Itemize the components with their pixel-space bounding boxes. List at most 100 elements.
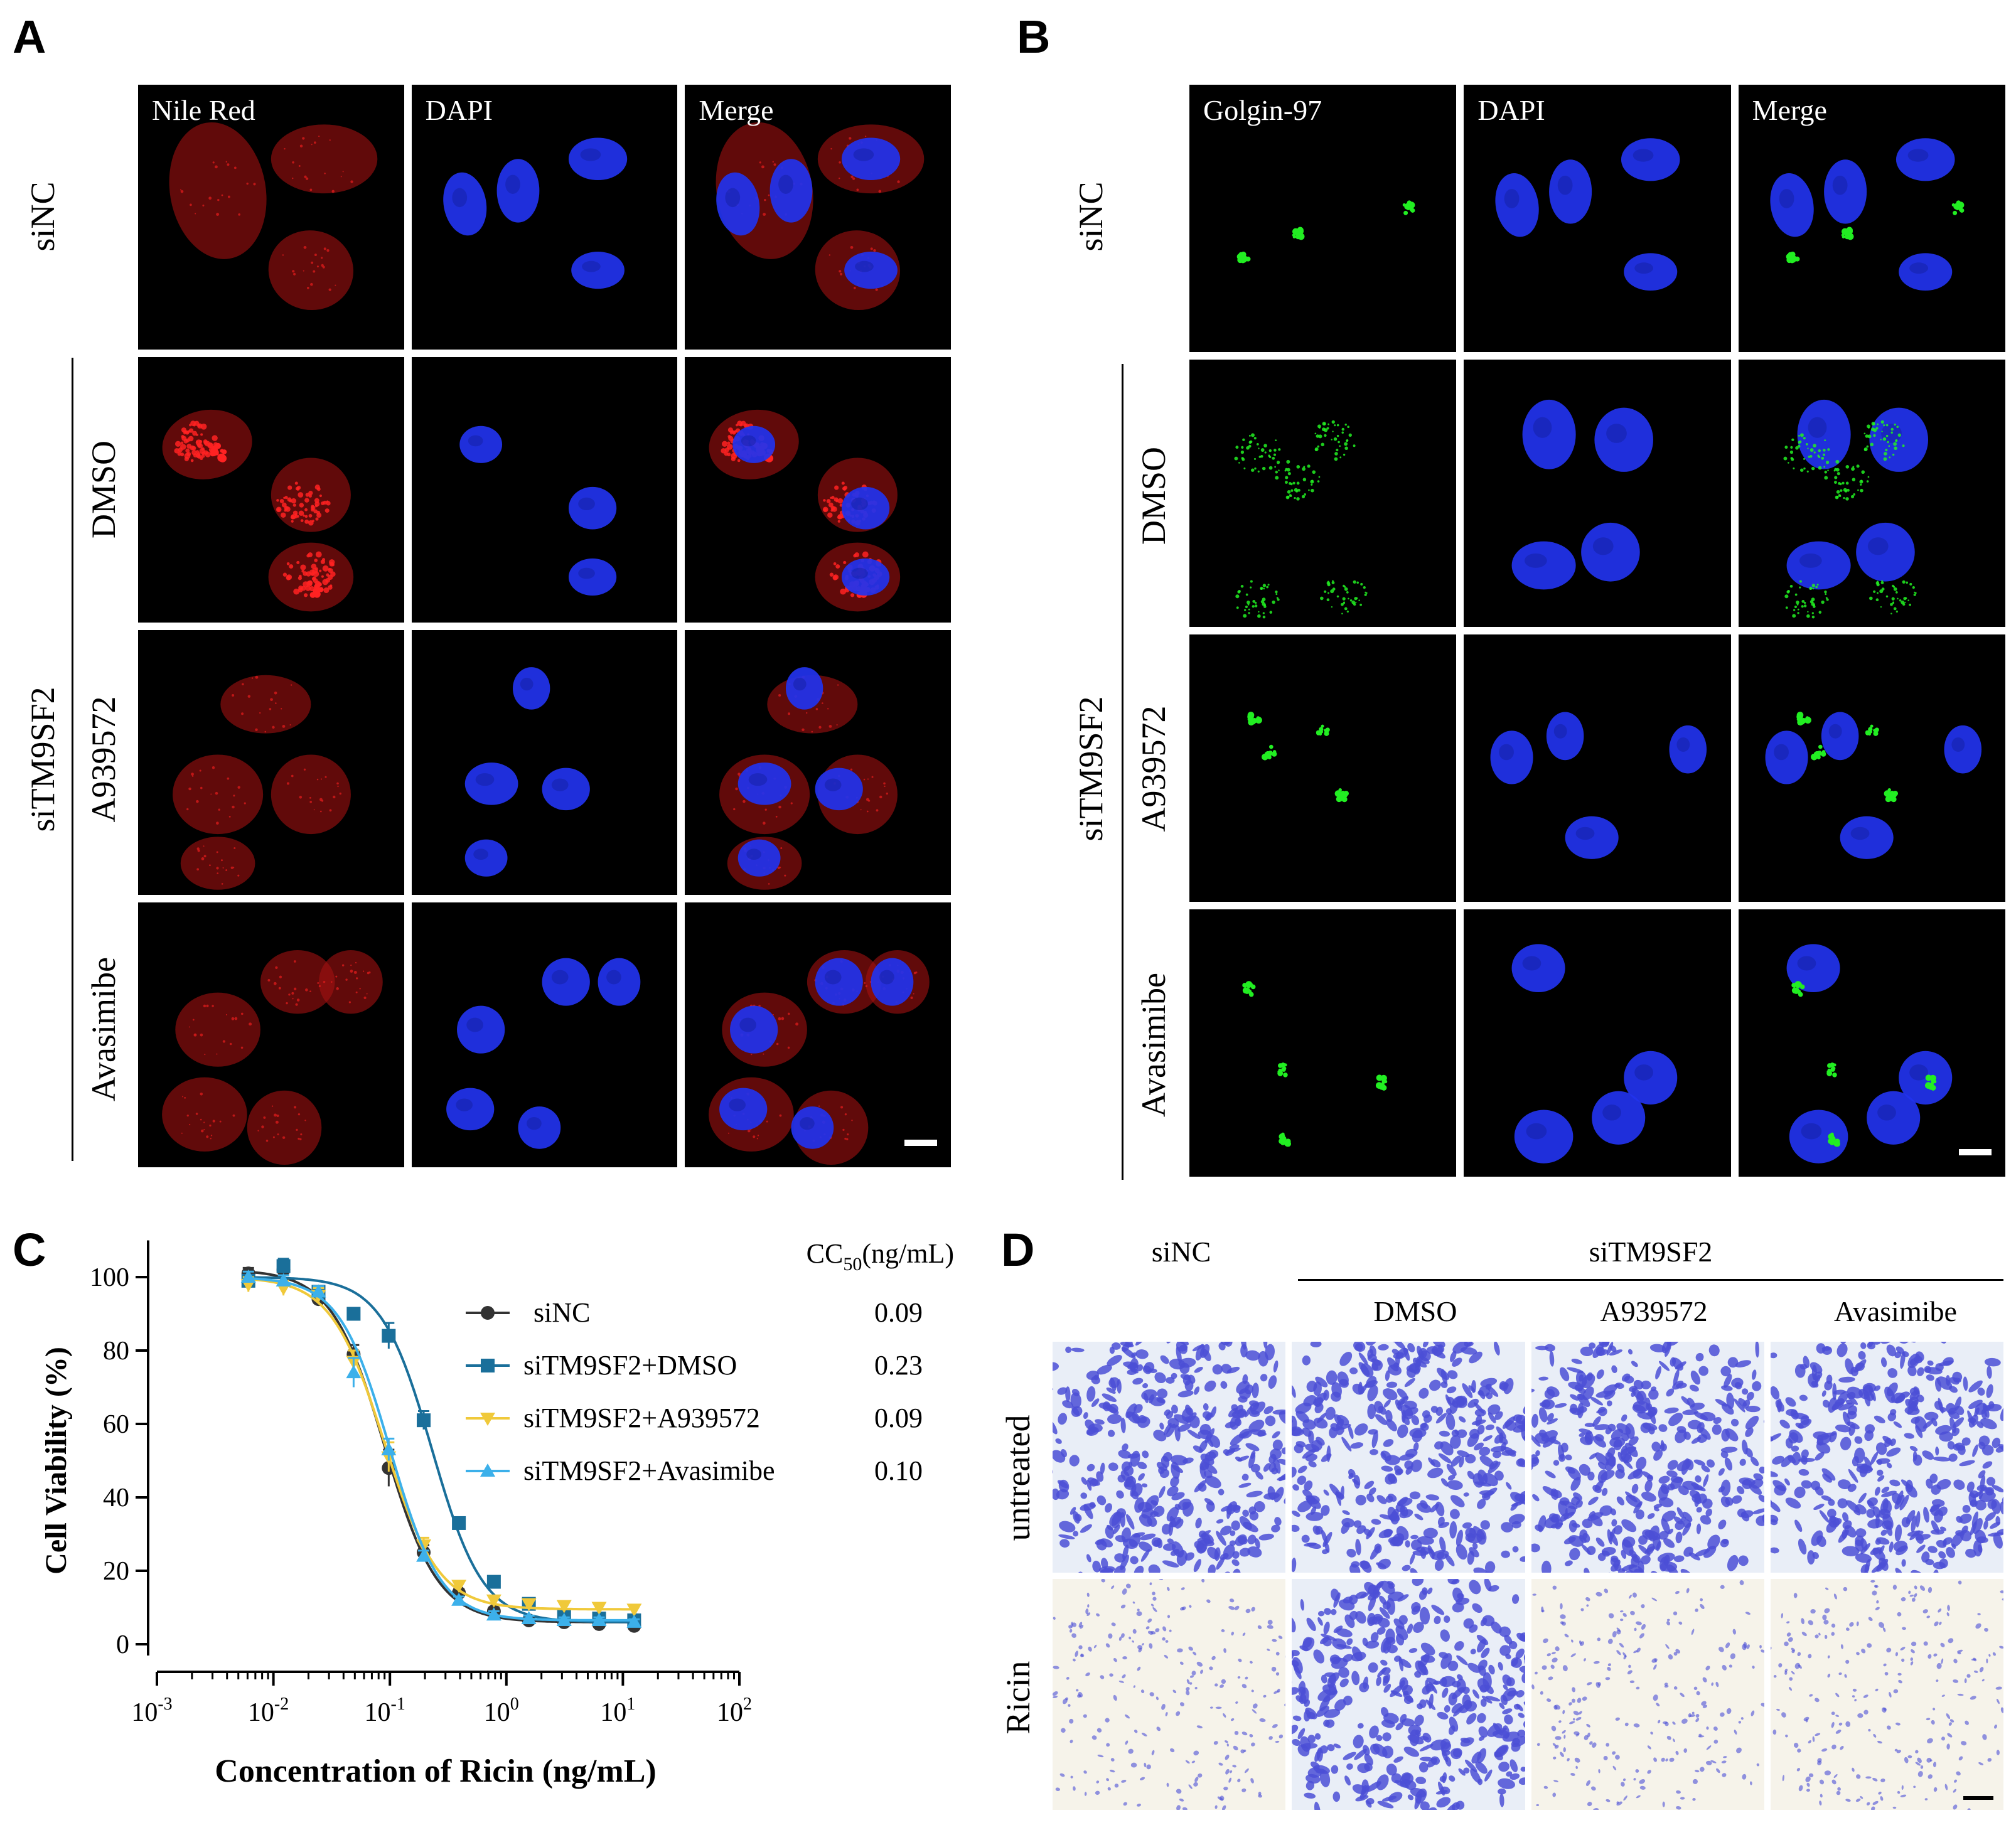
data-point: [452, 1516, 466, 1530]
panel-b-row-label-dmso: DMSO: [1135, 446, 1172, 545]
legend-title: CC50(ng/mL): [807, 1238, 954, 1275]
channel-label-b-0: Golgin-97: [1203, 94, 1322, 126]
micrograph-a-dmso-merge: [685, 357, 951, 623]
crystal-violet-untreated-dmso: [1292, 1342, 1525, 1573]
crystal-violet-untreated-sinc: [1053, 1342, 1286, 1573]
panel-a-group-bracket: [72, 358, 73, 1161]
data-point: [240, 1270, 256, 1283]
panel-d-col-avasimibe: Avasimibe: [1834, 1295, 1957, 1327]
viability-chart: 0 20 40 60 80 100 10-3 10-2 10-1 100 101 102 Cell Vi…: [40, 1238, 954, 1789]
x-tick-label: 101: [600, 1694, 635, 1727]
micrograph-a-avasimibe-dapi: [411, 902, 678, 1167]
legend-cc50-value: 0.10: [874, 1455, 923, 1486]
panel-b-group-bracket: [1122, 364, 1123, 1180]
y-tick-label: 100: [90, 1263, 129, 1292]
channel-label-b-1: DAPI: [1477, 94, 1545, 126]
micrograph-b-avasimibe-dapi: [1464, 909, 1731, 1177]
panel-letter-c: C: [13, 1224, 46, 1276]
data-point: [486, 1607, 501, 1621]
micrograph-b-dmso-merge: [1738, 360, 2005, 627]
panel-b-row-label-sinc: siNC: [1072, 181, 1110, 252]
crystal-violet-untreated-avasimibe: [1770, 1342, 2003, 1573]
micrograph-b-dmso-golgin-97: [1189, 360, 1457, 627]
crystal-violet-untreated-a939572: [1531, 1342, 1764, 1573]
legend-entry: siTM9SF2+A939572: [523, 1403, 760, 1433]
panel-a-row-label-a939572: A939572: [85, 696, 122, 823]
data-point: [591, 1612, 607, 1626]
x-tick-label: 100: [484, 1694, 519, 1727]
micrograph-b-a939572-dapi: [1464, 634, 1731, 902]
micrograph-a-avasimibe-nile-red: [138, 902, 404, 1167]
fit-curve-3: [247, 1277, 635, 1622]
panel-a-group-label: siTM9SF2: [24, 687, 62, 832]
x-tick-label: 102: [717, 1694, 752, 1727]
y-tick-label: 80: [103, 1337, 129, 1366]
micrograph-a-dmso-nile-red: [138, 357, 404, 623]
data-point: [451, 1580, 467, 1593]
legend-cc50-value: 0.09: [874, 1297, 923, 1328]
panel-d-col-a939572: A939572: [1600, 1295, 1708, 1327]
y-tick-label: 60: [103, 1410, 129, 1439]
panel-b-scale-bar: [1959, 1149, 1992, 1155]
fit-curve-1: [247, 1276, 635, 1624]
panel-b-image-grid: Golgin-97 DAPI Merge: [1189, 85, 2005, 1177]
data-point: [521, 1598, 537, 1612]
panel-b-row-label-avasimibe: Avasimibe: [1135, 973, 1172, 1117]
micrograph-b-sinc-merge: Merge: [1738, 85, 2005, 352]
x-tick-label: 10-2: [248, 1694, 289, 1727]
channel-label-a-1: DAPI: [425, 94, 493, 126]
micrograph-a-sinc-nile-red: Nile Red: [138, 85, 404, 350]
micrograph-b-a939572-merge: [1738, 634, 2005, 902]
y-tick-label: 40: [103, 1484, 129, 1512]
channel-label-a-2: Merge: [699, 94, 774, 126]
micrograph-b-avasimibe-merge: [1738, 909, 2005, 1177]
legend-marker: [481, 1306, 495, 1320]
panel-d-group-label: siTM9SF2: [1589, 1236, 1713, 1268]
crystal-violet-ricin-avasimibe: [1770, 1579, 2003, 1810]
data-point: [311, 1284, 326, 1298]
micrograph-b-dmso-dapi: [1464, 360, 1731, 627]
micrograph-b-a939572-golgin-97: [1189, 634, 1457, 902]
legend-entry: siTM9SF2+DMSO: [523, 1350, 737, 1381]
micrograph-a-sinc-merge: Merge: [685, 85, 951, 350]
data-point: [591, 1602, 607, 1615]
data-point: [626, 1603, 642, 1617]
data-point: [381, 1442, 397, 1455]
fit-curve-2: [247, 1278, 635, 1611]
panel-d-row-untreated: untreated: [999, 1415, 1037, 1541]
panel-d-image-grid: [1053, 1342, 2003, 1810]
legend-cc50-value: 0.09: [874, 1403, 923, 1433]
panel-b-group-label: siTM9SF2: [1072, 696, 1110, 842]
data-point: [382, 1329, 396, 1343]
micrograph-a-a939572-nile-red: [138, 629, 404, 895]
data-point: [416, 1548, 432, 1562]
data-point: [346, 1365, 362, 1379]
data-point: [521, 1611, 537, 1625]
micrograph-a-a939572-dapi: [411, 629, 678, 895]
data-point: [486, 1575, 501, 1589]
data-point: [276, 1259, 291, 1273]
legend-cc50-value: 0.23: [874, 1350, 923, 1381]
data-point: [276, 1273, 291, 1287]
micrograph-a-avasimibe-merge: [685, 902, 951, 1167]
panel-d-group-line: [1298, 1279, 2003, 1281]
legend-entry: siTM9SF2+Avasimibe: [523, 1455, 775, 1486]
legend-entry: siNC: [533, 1297, 590, 1328]
data-point: [417, 1413, 431, 1428]
panel-d-row-ricin: Ricin: [999, 1661, 1037, 1735]
panel-a-row-label-dmso: DMSO: [85, 440, 122, 539]
data-point: [556, 1612, 572, 1626]
chart-legend: CC50(ng/mL) siNC 0.09 siTM9SF2+DMSO 0.23 siTM…: [466, 1238, 954, 1486]
panel-d-col-dmso: DMSO: [1373, 1295, 1457, 1327]
y-tick-label: 0: [116, 1630, 129, 1659]
data-point: [486, 1594, 501, 1608]
panel-a-row-label-avasimibe: Avasimibe: [85, 957, 122, 1101]
series-2: [240, 1276, 642, 1617]
micrograph-a-sinc-dapi: DAPI: [411, 85, 678, 350]
crystal-violet-ricin-dmso: [1292, 1579, 1525, 1810]
x-tick-label: 10-1: [365, 1694, 405, 1727]
channel-label-b-2: Merge: [1752, 94, 1827, 126]
legend-marker: [480, 1463, 495, 1477]
micrograph-a-dmso-dapi: [411, 357, 678, 623]
panel-b-row-label-a939572: A939572: [1135, 705, 1172, 832]
